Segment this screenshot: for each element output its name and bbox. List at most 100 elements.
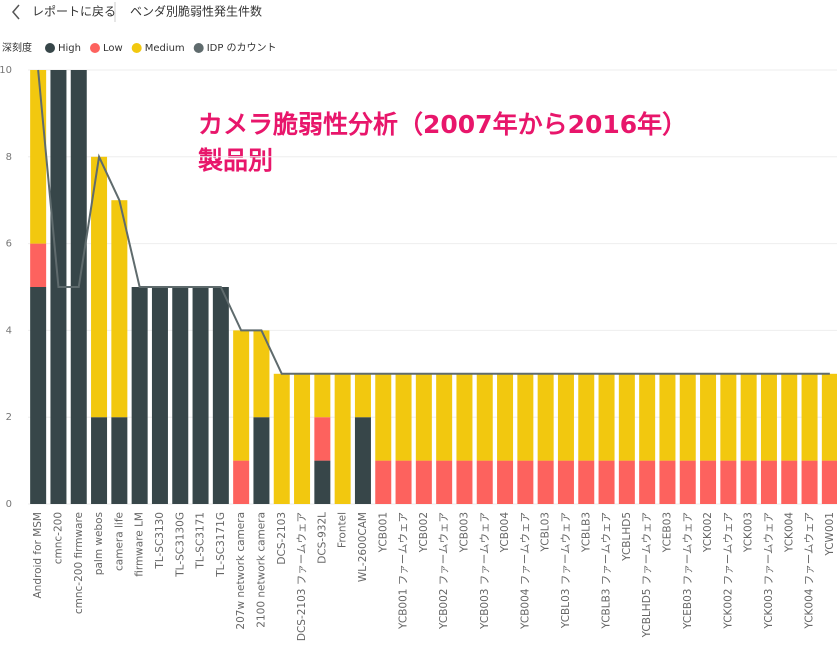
bar bbox=[395, 460, 412, 504]
bar bbox=[720, 373, 737, 461]
y-tick-label: 8 bbox=[6, 152, 12, 163]
bar bbox=[253, 417, 270, 504]
x-tick-label: WL-2600CAM bbox=[357, 512, 369, 582]
legend-label: High bbox=[58, 43, 81, 54]
back-button[interactable]: レポートに戻る bbox=[32, 5, 116, 19]
legend-swatch bbox=[89, 43, 100, 53]
legend-swatch bbox=[193, 43, 204, 53]
x-tick-label: YCBLB3 ファームウェア bbox=[601, 512, 613, 630]
bar bbox=[557, 373, 574, 461]
x-tick-label: DCS-932L bbox=[316, 512, 328, 564]
bar bbox=[354, 373, 371, 418]
y-tick-label: 10 bbox=[0, 65, 12, 76]
bar bbox=[781, 373, 798, 461]
bar bbox=[639, 460, 656, 504]
bar bbox=[436, 460, 453, 504]
x-tick-label: cmnc-200 bbox=[52, 512, 64, 564]
bar bbox=[456, 460, 473, 504]
x-tick-label: YCB003 ファームウェア bbox=[479, 512, 491, 630]
y-tick-label: 0 bbox=[6, 499, 12, 510]
bar bbox=[781, 460, 798, 504]
bar bbox=[456, 373, 473, 461]
bar bbox=[679, 373, 696, 461]
bar bbox=[476, 373, 493, 461]
x-tick-label: YCB002 bbox=[418, 512, 430, 553]
annotation: 製品別 bbox=[197, 146, 273, 175]
x-tick-label: YCB004 ファームウェア bbox=[519, 512, 531, 630]
bar bbox=[111, 200, 128, 418]
x-tick-label: YCBLB3 bbox=[580, 512, 592, 553]
x-tick-label: TL-SC3130G bbox=[174, 512, 186, 578]
bar bbox=[273, 373, 290, 504]
x-tick-label: YCB004 bbox=[499, 512, 511, 554]
x-tick-label: camera life bbox=[113, 512, 125, 571]
bar bbox=[679, 460, 696, 504]
x-tick-label: TL-SC3171G bbox=[215, 512, 227, 578]
bar bbox=[618, 373, 635, 461]
x-tick-label: YCB001 ファームウェア bbox=[398, 512, 410, 630]
back-arrow[interactable] bbox=[12, 4, 20, 20]
x-tick-label: YCBLHD5 bbox=[621, 512, 633, 562]
bar bbox=[395, 373, 412, 461]
bar bbox=[334, 373, 351, 504]
bar bbox=[151, 287, 168, 504]
bar bbox=[578, 373, 595, 461]
x-tick-label: Android for MSM bbox=[32, 512, 44, 599]
bar bbox=[30, 70, 47, 244]
bar bbox=[91, 156, 108, 418]
legend-label: Low bbox=[103, 43, 123, 54]
x-tick-label: YCB001 bbox=[377, 512, 389, 553]
page-title: ベンダ別脆弱性発生件数 bbox=[130, 4, 262, 19]
y-tick-label: 2 bbox=[6, 412, 12, 423]
x-tick-label: YCBL03 bbox=[540, 512, 552, 553]
bar bbox=[537, 373, 554, 461]
legend-swatch bbox=[45, 43, 55, 53]
bar bbox=[314, 417, 331, 461]
bar bbox=[91, 417, 108, 504]
x-tick-label: TL-SC3171 bbox=[195, 512, 207, 570]
bar bbox=[415, 460, 432, 504]
bar bbox=[740, 373, 757, 461]
x-tick-label: YCK004 bbox=[783, 512, 795, 553]
bar bbox=[436, 373, 453, 461]
x-tick-label: YCEB03 ファームウェア bbox=[682, 512, 694, 630]
y-tick-label: 6 bbox=[6, 239, 12, 250]
x-tick-label: 207w network camera bbox=[235, 512, 247, 630]
x-tick-label: YCK004 ファームウェア bbox=[804, 512, 816, 630]
legend-swatch bbox=[131, 43, 142, 53]
bar bbox=[517, 373, 534, 461]
bar bbox=[233, 460, 250, 504]
legend-label: IDP のカウント bbox=[207, 42, 277, 54]
bar bbox=[578, 460, 595, 504]
bar bbox=[131, 287, 148, 504]
x-tick-label: YCBL03 ファームウェア bbox=[560, 512, 572, 629]
bar bbox=[354, 417, 371, 504]
bar bbox=[497, 460, 514, 504]
bar bbox=[192, 287, 209, 504]
bar bbox=[639, 373, 656, 461]
legend-label: Medium bbox=[145, 43, 185, 54]
bar bbox=[497, 373, 514, 461]
bar bbox=[557, 460, 574, 504]
x-tick-label: YCBLHD5 ファームウェア bbox=[641, 512, 653, 638]
bar bbox=[801, 460, 818, 504]
bar bbox=[618, 460, 635, 504]
bar bbox=[740, 460, 757, 504]
bar bbox=[375, 373, 392, 461]
bar bbox=[314, 373, 331, 418]
bar bbox=[253, 330, 270, 418]
annotation: カメラ脆弱性分析（2007年から2016年） bbox=[198, 110, 687, 139]
bar bbox=[30, 287, 47, 504]
x-tick-label: DCS-2103 bbox=[276, 512, 288, 565]
bar bbox=[415, 373, 432, 461]
bar bbox=[375, 460, 392, 504]
bar bbox=[314, 460, 331, 504]
bar bbox=[760, 373, 777, 461]
legend-title: 深刻度 bbox=[2, 41, 32, 54]
bar bbox=[598, 460, 615, 504]
bar bbox=[801, 373, 818, 461]
bar bbox=[720, 460, 737, 504]
bar bbox=[294, 373, 311, 504]
